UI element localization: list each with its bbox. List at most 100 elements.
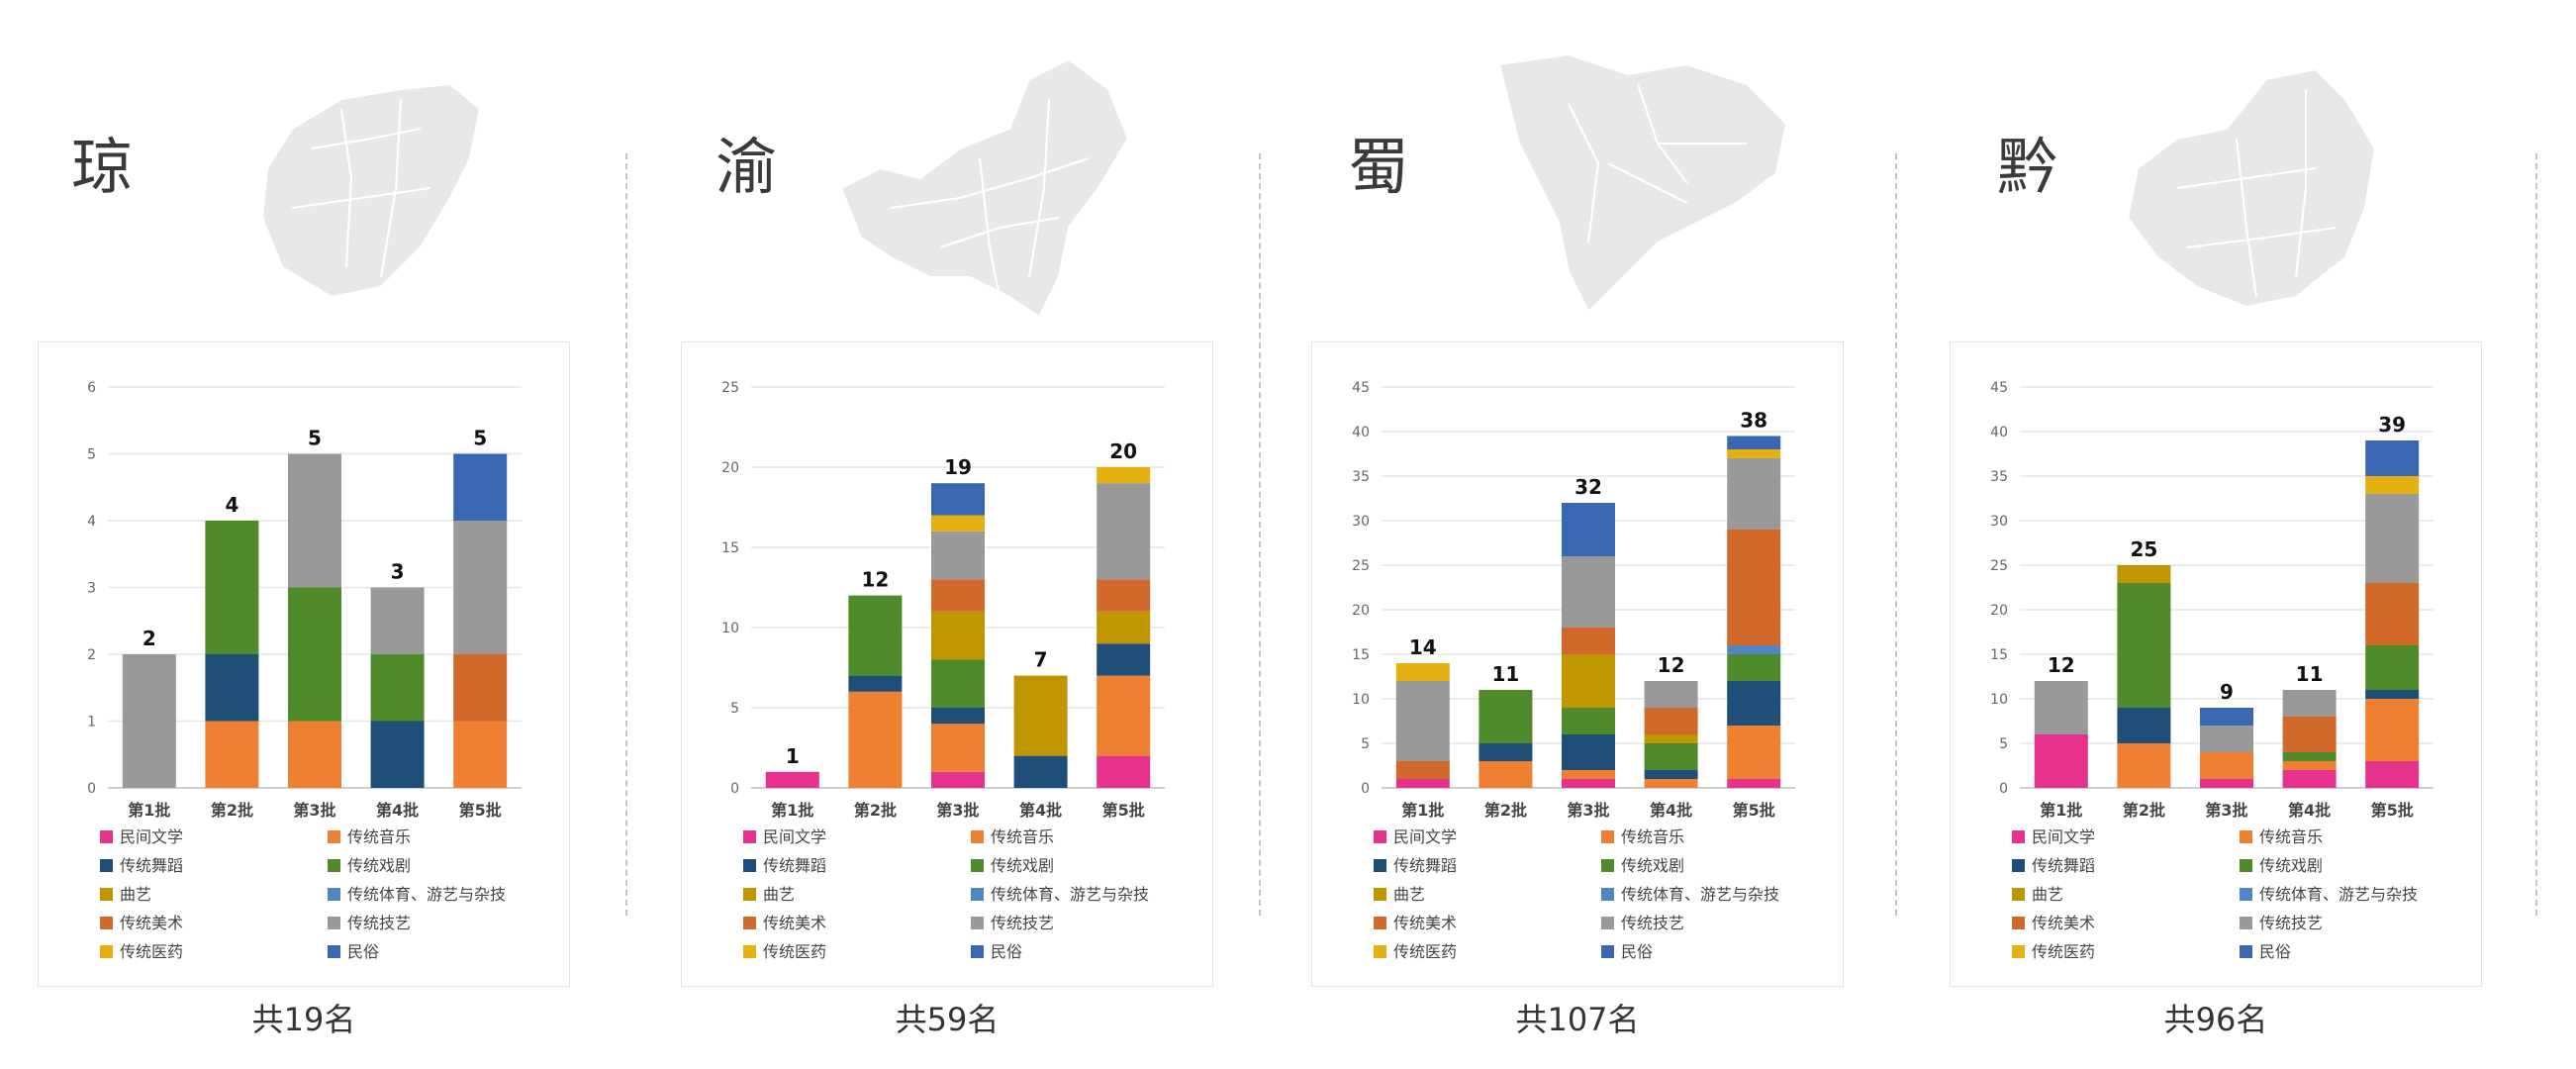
x-tick-label: 第5批 [1102, 801, 1145, 820]
y-tick-label: 35 [1990, 469, 2008, 485]
legend-swatch [1601, 945, 1614, 958]
data-label: 12 [1658, 653, 1685, 677]
bar-segment [453, 521, 508, 654]
bar-segment [1479, 690, 1533, 743]
y-tick-label: 25 [1352, 558, 1370, 574]
data-label: 14 [1409, 635, 1437, 659]
legend-swatch [2012, 917, 2025, 929]
bar-segment [1727, 645, 1781, 654]
data-label: 12 [2048, 653, 2075, 677]
y-tick-label: 10 [1352, 692, 1370, 708]
legend-swatch [1374, 917, 1386, 929]
legend-swatch [1601, 888, 1614, 901]
data-label: 25 [2130, 537, 2157, 561]
legend-label: 传统戏剧 [2259, 856, 2323, 875]
bar-segment [1097, 755, 1151, 788]
bar-segment [1562, 708, 1615, 734]
y-tick-label: 10 [721, 621, 739, 636]
legend-swatch [328, 830, 340, 843]
y-tick-label: 2 [87, 647, 96, 663]
x-tick-label: 第4批 [1019, 801, 1062, 820]
bar-segment [1562, 503, 1615, 556]
legend-label: 传统美术 [120, 914, 183, 932]
legend-label: 民俗 [347, 942, 379, 961]
bar-segment [2282, 690, 2337, 717]
y-tick-label: 5 [1361, 736, 1370, 752]
bar-segment [1727, 458, 1781, 530]
bar-segment [1562, 770, 1615, 779]
legend-label: 曲艺 [2032, 885, 2063, 904]
y-tick-label: 45 [1352, 380, 1370, 396]
bar-segment [2117, 708, 2171, 743]
bar-segment [205, 721, 259, 788]
y-tick-label: 6 [87, 380, 96, 396]
bar-segment [1395, 779, 1450, 788]
bar-segment [453, 654, 508, 722]
bar-segment [1727, 449, 1781, 458]
bar-segment [1395, 663, 1450, 681]
legend-label: 传统美术 [2032, 914, 2095, 932]
bar-segment [1644, 681, 1698, 708]
y-tick-label: 3 [87, 581, 96, 597]
bar-segment [2034, 681, 2088, 734]
bar-segment [205, 654, 259, 722]
y-tick-label: 35 [1352, 469, 1370, 485]
legend-label: 传统技艺 [347, 914, 411, 932]
legend-label: 传统音乐 [347, 827, 411, 846]
data-label: 38 [1740, 409, 1767, 433]
bar-segment [1644, 743, 1698, 770]
bar-segment [1097, 611, 1151, 644]
bar-segment [2200, 726, 2253, 752]
divider [625, 153, 627, 916]
divider [1259, 153, 1261, 916]
legend-swatch [328, 888, 340, 901]
bar-segment [2282, 717, 2337, 752]
legend-label: 传统舞蹈 [120, 856, 183, 875]
bar-segment [765, 771, 819, 788]
legend-swatch [971, 859, 984, 872]
y-tick-label: 15 [1990, 647, 2008, 663]
bar-segment [2365, 699, 2420, 761]
legend-swatch [2240, 888, 2252, 901]
bar-segment [931, 659, 985, 708]
chart-card: 0 5 10 15 20 25 30 35 40 45 12 第1批 25 第2批 9 第3批 11 第4批 39 第… [1950, 341, 2482, 987]
data-label: 2 [143, 627, 156, 650]
legend-swatch [2240, 830, 2252, 843]
legend-swatch [1601, 917, 1614, 929]
bar-segment [2365, 494, 2420, 583]
divider [2535, 153, 2537, 916]
bar-segment [2365, 476, 2420, 494]
x-tick-label: 第3批 [2205, 801, 2247, 820]
legend-label: 传统舞蹈 [2032, 856, 2095, 875]
legend-swatch [1374, 830, 1386, 843]
legend-label: 传统体育、游艺与杂技 [347, 885, 506, 904]
bar-segment [931, 579, 985, 612]
legend-label: 民间文学 [763, 827, 826, 846]
y-tick-label: 20 [1352, 603, 1370, 619]
data-label: 9 [2220, 680, 2234, 704]
bar-segment [2034, 734, 2088, 788]
legend-label: 民间文学 [1393, 827, 1457, 846]
legend-swatch [100, 830, 113, 843]
bar-segment [1097, 675, 1151, 756]
y-tick-label: 40 [1990, 425, 2008, 440]
legend-swatch [328, 945, 340, 958]
x-tick-label: 第3批 [1567, 801, 1609, 820]
legend-label: 传统戏剧 [1621, 856, 1684, 875]
legend-label: 传统音乐 [1621, 827, 1684, 846]
y-tick-label: 0 [87, 781, 96, 797]
bar-segment [2365, 690, 2420, 699]
legend-swatch [743, 830, 756, 843]
legend-swatch [2240, 917, 2252, 929]
y-tick-label: 0 [730, 781, 739, 797]
bar-segment [1562, 556, 1615, 628]
bar-segment [1097, 579, 1151, 612]
divider [1895, 153, 1897, 916]
legend-label: 传统医药 [2032, 942, 2095, 961]
bar-segment [1727, 779, 1781, 788]
bar-segment [1097, 483, 1151, 580]
y-tick-label: 0 [1361, 781, 1370, 797]
bar-segment [1479, 761, 1533, 788]
data-label: 11 [1491, 662, 1519, 686]
